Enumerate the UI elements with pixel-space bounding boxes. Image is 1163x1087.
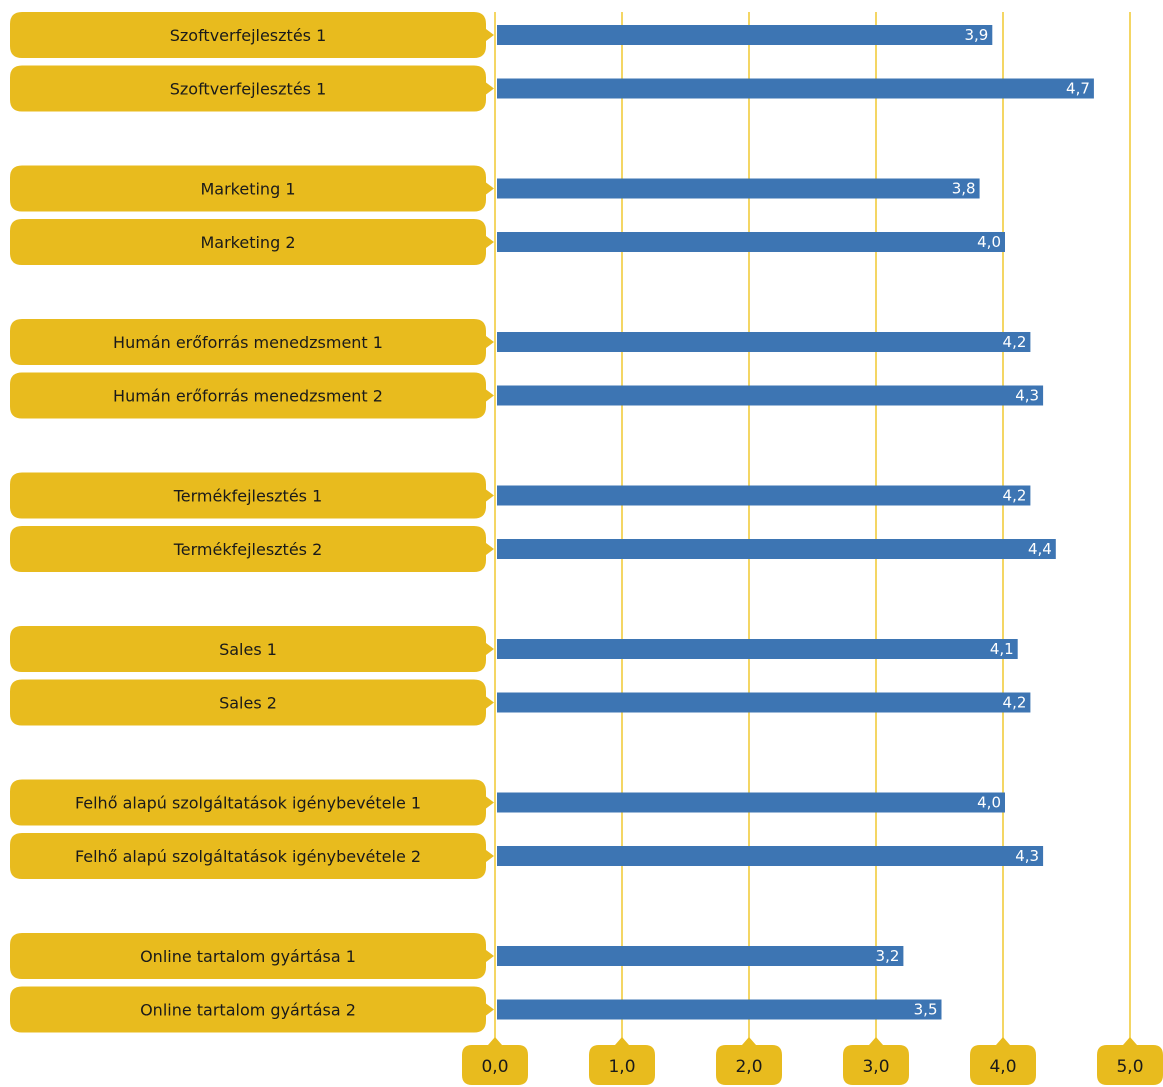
- x-axis-ticks: 0,0 1,0 2,0 3,0 4,0 5,0: [462, 1037, 1163, 1085]
- x-tick-label: 4,0: [989, 1057, 1016, 1077]
- bar: [497, 946, 904, 966]
- bar-value-label: 3,2: [876, 947, 900, 965]
- category-label-box: [10, 933, 494, 979]
- category-label: Sales 2: [219, 694, 277, 713]
- bar: [497, 846, 1044, 866]
- bar: [497, 178, 980, 199]
- category-label: Online tartalom gyártása 1: [140, 947, 356, 966]
- category-label: Marketing 1: [200, 180, 295, 199]
- category-label-box: [10, 219, 494, 265]
- bar: [497, 332, 1031, 352]
- category-label: Humán erőforrás menedzsment 1: [113, 333, 383, 352]
- x-tick-label: 2,0: [735, 1057, 762, 1077]
- bar: [497, 78, 1094, 99]
- bar: [497, 639, 1018, 659]
- bar: [497, 999, 942, 1020]
- x-tick-label: 0,0: [481, 1057, 508, 1077]
- category-label-box: [10, 779, 494, 826]
- category-label-box: [10, 986, 494, 1033]
- category-label-box: [10, 319, 494, 365]
- category-label: Sales 1: [219, 640, 277, 659]
- category-label: Termékfejlesztés 1: [173, 487, 323, 506]
- bar-value-label: 4,2: [1003, 333, 1027, 351]
- bar: [497, 792, 1005, 813]
- bar-value-label: 4,2: [1003, 694, 1027, 712]
- category-label-box: [10, 679, 494, 726]
- bar-value-label: 4,7: [1066, 80, 1090, 98]
- bar-value-label: 3,8: [952, 180, 976, 198]
- category-label: Szoftverfejlesztés 1: [170, 26, 327, 45]
- x-tick-bubble: [970, 1037, 1036, 1085]
- category-label-box: [10, 12, 494, 58]
- grid-lines: [494, 12, 1131, 1045]
- x-tick-label: 5,0: [1116, 1057, 1143, 1077]
- category-label-box: [10, 472, 494, 519]
- bar-value-label: 4,2: [1003, 487, 1027, 505]
- category-label: Termékfejlesztés 2: [173, 540, 323, 559]
- bar: [497, 232, 1005, 252]
- bar-value-label: 4,3: [1015, 387, 1039, 405]
- category-label: Marketing 2: [200, 233, 295, 252]
- category-label: Online tartalom gyártása 2: [140, 1001, 356, 1020]
- category-label: Felhő alapú szolgáltatások igénybevétele…: [75, 847, 421, 866]
- bar: [497, 485, 1031, 506]
- x-tick-label: 3,0: [862, 1057, 889, 1077]
- x-tick-bubble: [462, 1037, 528, 1085]
- x-tick-bubble: [843, 1037, 909, 1085]
- bars: 3,9 4,7 3,8 4,0 4,2 4,3 4,2 4,4 4,1 4,2 4,0 4,3 3,2 3…: [497, 25, 1094, 1020]
- bar-value-label: 4,3: [1015, 847, 1039, 865]
- bar: [497, 385, 1044, 406]
- category-label-box: [10, 626, 494, 672]
- bar-value-label: 4,0: [977, 794, 1001, 812]
- x-tick-bubble: [589, 1037, 655, 1085]
- bar: [497, 539, 1056, 559]
- category-label: Felhő alapú szolgáltatások igénybevétele…: [75, 794, 421, 813]
- category-label: Szoftverfejlesztés 1: [170, 80, 327, 99]
- bar-value-label: 4,0: [977, 233, 1001, 251]
- bar: [497, 25, 993, 45]
- category-label-box: [10, 526, 494, 572]
- x-tick-bubble: [716, 1037, 782, 1085]
- category-label-box: [10, 65, 494, 112]
- bar-value-label: 3,9: [964, 26, 988, 44]
- x-tick-bubble: [1097, 1037, 1163, 1085]
- category-label-box: [10, 372, 494, 419]
- bar-value-label: 3,5: [914, 1001, 938, 1019]
- category-labels: Szoftverfejlesztés 1 Szoftverfejlesztés 1…: [10, 12, 494, 1033]
- category-label-box: [10, 833, 494, 879]
- bar: [497, 692, 1031, 713]
- bar-value-label: 4,4: [1028, 540, 1052, 558]
- category-label-box: [10, 165, 494, 212]
- x-tick-label: 1,0: [608, 1057, 635, 1077]
- bar-value-label: 4,1: [990, 640, 1014, 658]
- category-label: Humán erőforrás menedzsment 2: [113, 387, 383, 406]
